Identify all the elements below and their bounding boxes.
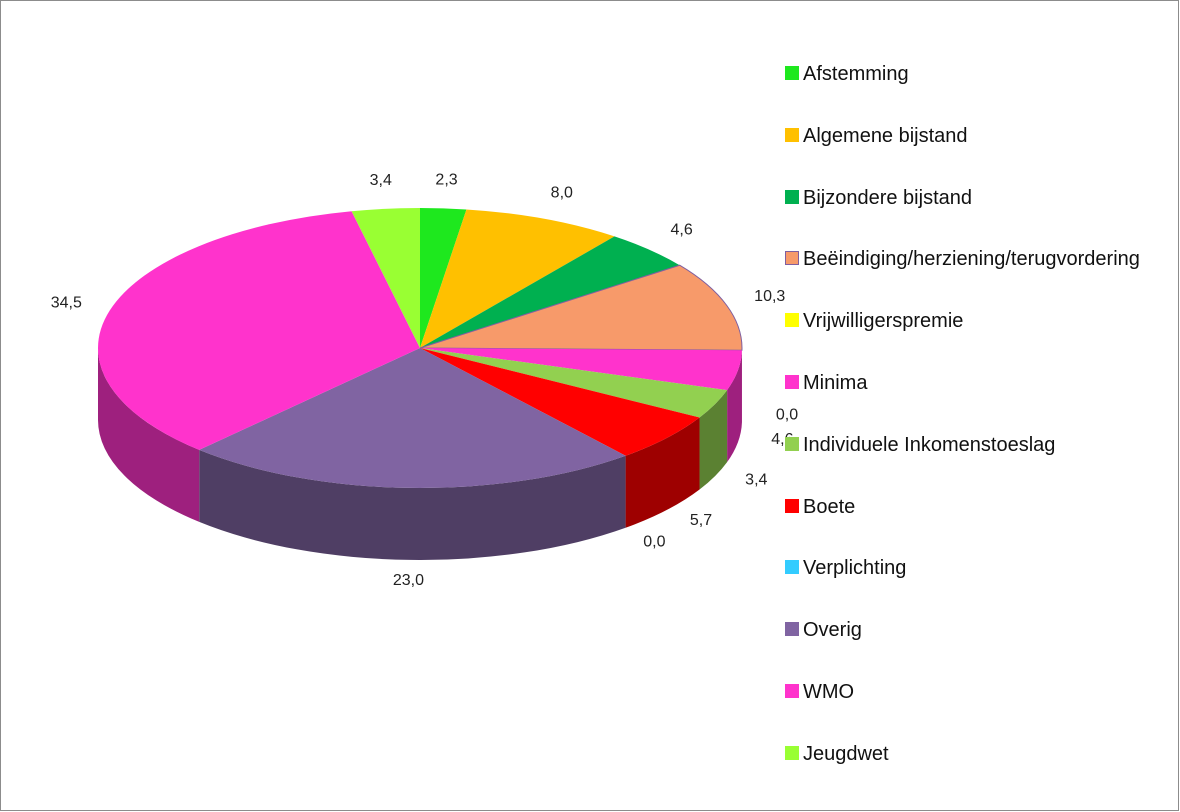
legend-swatch bbox=[785, 560, 799, 575]
legend-swatch bbox=[785, 436, 799, 451]
data-label: 4,6 bbox=[670, 221, 692, 238]
slice bbox=[419, 264, 743, 351]
legend-label: Overig bbox=[803, 619, 862, 642]
legend-swatch bbox=[785, 498, 799, 513]
data-label: 3,4 bbox=[370, 172, 392, 189]
legend-swatch bbox=[785, 251, 799, 266]
legend-swatch bbox=[785, 684, 799, 698]
slice bbox=[199, 348, 626, 488]
legend-item: Boete bbox=[785, 495, 1175, 519]
slice bbox=[351, 208, 420, 348]
legend-item: Vrijwilligerspremie bbox=[785, 309, 1175, 333]
legend-label: Jeugdwet bbox=[803, 742, 889, 765]
legend-item: WMO bbox=[785, 680, 1175, 704]
slice bbox=[420, 236, 680, 348]
slice-side bbox=[199, 449, 626, 560]
slice-side bbox=[625, 417, 700, 528]
legend-swatch bbox=[785, 622, 799, 637]
legend-swatch bbox=[785, 313, 799, 328]
legend-label: Algemene bijstand bbox=[803, 124, 968, 147]
legend-item: Verplichting bbox=[785, 556, 1175, 580]
legend-label: Vrijwilligerspremie bbox=[803, 310, 964, 333]
legend-swatch bbox=[785, 66, 799, 80]
data-label: 23,0 bbox=[393, 572, 424, 589]
legend-label: WMO bbox=[803, 681, 855, 703]
legend-label: Verplichting bbox=[803, 557, 907, 580]
slice-side bbox=[699, 390, 728, 490]
slice bbox=[420, 348, 700, 456]
legend-item: Individuele Inkomenstoeslag bbox=[785, 433, 1175, 457]
slice bbox=[420, 348, 742, 391]
slice bbox=[98, 211, 420, 450]
legend-item: Algemene bijstand bbox=[785, 124, 1175, 148]
legend-label: Bijzondere bijstand bbox=[803, 186, 972, 209]
slice-side bbox=[98, 348, 200, 522]
data-label: 0,0 bbox=[643, 533, 665, 550]
data-label: 2,3 bbox=[435, 172, 457, 189]
data-label: 8,0 bbox=[551, 184, 573, 201]
legend-label: Minima bbox=[803, 372, 868, 394]
legend-label: Afstemming bbox=[803, 63, 909, 85]
legend-item: Jeugdwet bbox=[785, 742, 1175, 766]
data-label: 5,7 bbox=[690, 512, 712, 529]
legend-item: Beëindiging/herziening/terugvordering bbox=[785, 247, 1175, 271]
slice bbox=[420, 208, 467, 348]
data-label: 3,4 bbox=[745, 471, 767, 488]
legend-label: Boete bbox=[803, 495, 856, 518]
legend-item: Afstemming bbox=[785, 62, 1175, 86]
legend-swatch bbox=[785, 745, 799, 760]
legend-item: Minima bbox=[785, 371, 1175, 395]
legend-item: Overig bbox=[785, 618, 1175, 642]
legend-swatch bbox=[785, 127, 799, 142]
data-label: 34,5 bbox=[51, 294, 82, 311]
slice-side bbox=[727, 350, 742, 463]
data-label: 10,3 bbox=[754, 288, 785, 305]
legend-item: Bijzondere bijstand bbox=[785, 186, 1175, 210]
data-label: 0,0 bbox=[776, 407, 798, 424]
slice bbox=[420, 209, 615, 348]
legend-label: Individuele Inkomenstoeslag bbox=[803, 433, 1056, 456]
legend-swatch bbox=[785, 189, 799, 204]
legend-swatch bbox=[785, 375, 799, 389]
legend-label: Beëindiging/herziening/terugvordering bbox=[803, 248, 1140, 271]
slice bbox=[420, 348, 728, 418]
